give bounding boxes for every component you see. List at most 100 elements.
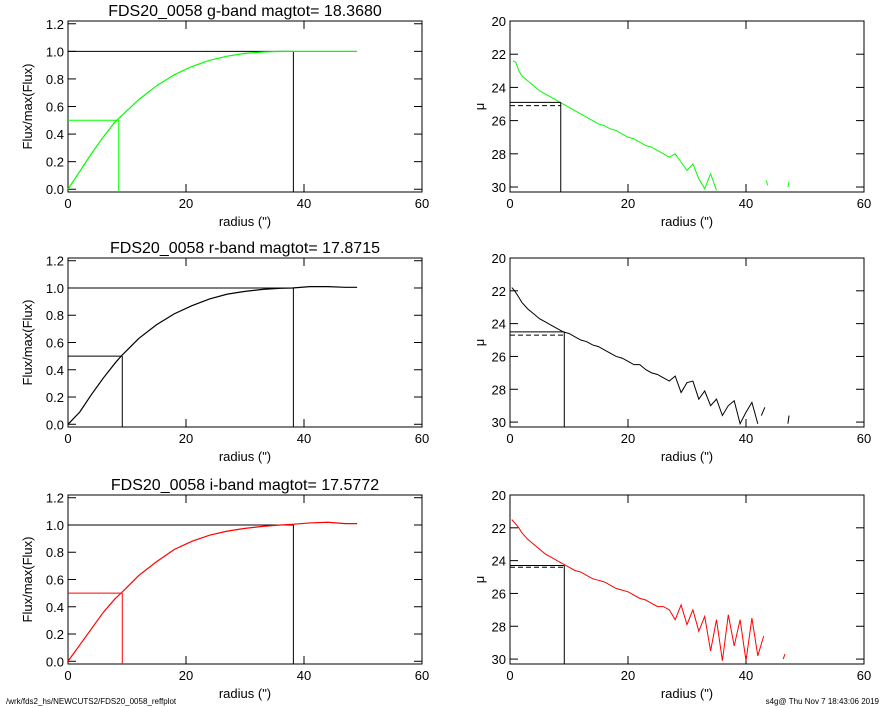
- surface-brightness-panel: [509, 20, 865, 193]
- profile-tail-segment: [765, 180, 769, 186]
- y-tick-label: 30: [492, 180, 506, 195]
- growth-curve-line: [67, 521, 358, 662]
- surface-brightness-panel: [509, 257, 865, 428]
- y-tick-label: 20: [492, 14, 506, 29]
- surface-brightness-profile: [512, 60, 717, 191]
- panel-title: FDS20_0058 i-band magtot= 17.5772: [111, 477, 379, 494]
- profile-tail-segment: [782, 653, 786, 660]
- y-tick-label: 0.6: [46, 336, 64, 351]
- y-tick-label: 0.2: [46, 627, 64, 642]
- timestamp-label: s4g@ Thu Nov 7 18:43:06 2019: [765, 697, 879, 706]
- profile-tail-segment: [760, 407, 766, 416]
- x-axis-label: radius ("): [219, 214, 271, 229]
- y-tick-label: 26: [492, 586, 506, 601]
- y-tick-label: 22: [492, 47, 506, 62]
- x-tick-label: 0: [506, 196, 513, 211]
- y-tick-label: 0.8: [46, 545, 64, 560]
- x-tick-label: 60: [415, 196, 429, 211]
- y-tick-label: 0.6: [46, 573, 64, 588]
- y-tick-label: 24: [492, 317, 506, 332]
- y-tick-label: 0.6: [46, 100, 64, 115]
- y-tick-label: 26: [492, 114, 506, 129]
- x-axis-label: radius ("): [661, 214, 713, 229]
- x-axis-label: radius ("): [661, 686, 713, 701]
- y-tick-label: 0.0: [46, 417, 64, 432]
- y-tick-label: 0.4: [46, 363, 64, 378]
- y-tick-label: 30: [492, 415, 506, 430]
- x-tick-label: 20: [179, 196, 193, 211]
- y-axis-label: μ: [472, 103, 487, 111]
- x-tick-label: 60: [415, 668, 429, 683]
- x-axis-label: radius ("): [661, 449, 713, 464]
- y-tick-label: 28: [492, 619, 506, 634]
- y-axis-label: Flux/max(Flux): [20, 64, 35, 150]
- x-tick-label: 0: [64, 431, 71, 446]
- x-tick-label: 0: [64, 196, 71, 211]
- x-tick-label: 0: [506, 431, 513, 446]
- growth-curve-line: [67, 286, 358, 425]
- file-path-label: /wrk/fds2_hs/NEWCUTS2/FDS20_0058_reffplo…: [6, 697, 177, 706]
- y-axis-label: μ: [472, 339, 487, 347]
- y-tick-label: 0.0: [46, 654, 64, 669]
- growth-curve-line: [67, 50, 358, 190]
- y-tick-label: 0.2: [46, 155, 64, 170]
- surface-brightness-profile: [511, 519, 765, 661]
- profile-tail-segment: [787, 181, 790, 188]
- y-tick-label: 1.0: [46, 518, 64, 533]
- panel-title: FDS20_0058 r-band magtot= 17.8715: [110, 240, 380, 257]
- x-tick-label: 60: [857, 431, 871, 446]
- y-tick-label: 1.2: [46, 491, 64, 506]
- x-tick-label: 40: [297, 668, 311, 683]
- y-tick-label: 22: [492, 284, 506, 299]
- profile-tail-segment: [787, 415, 790, 424]
- x-axis-label: radius ("): [219, 449, 271, 464]
- x-tick-label: 20: [179, 431, 193, 446]
- x-tick-label: 20: [179, 668, 193, 683]
- y-tick-label: 24: [492, 80, 506, 95]
- axes-frame: [67, 257, 423, 428]
- x-tick-label: 40: [297, 196, 311, 211]
- growth-curve-panel: [67, 494, 423, 665]
- y-axis-label: Flux/max(Flux): [20, 300, 35, 386]
- x-tick-label: 40: [297, 431, 311, 446]
- axes-frame: [67, 20, 423, 193]
- x-tick-label: 0: [64, 668, 71, 683]
- y-tick-label: 0.4: [46, 600, 64, 615]
- x-tick-label: 40: [739, 196, 753, 211]
- y-tick-label: 24: [492, 554, 506, 569]
- x-tick-label: 40: [739, 668, 753, 683]
- axes-frame: [67, 494, 423, 665]
- x-tick-label: 20: [621, 668, 635, 683]
- panel-title: FDS20_0058 g-band magtot= 18.3680: [108, 3, 382, 20]
- y-tick-label: 20: [492, 251, 506, 266]
- y-tick-label: 1.2: [46, 17, 64, 32]
- y-tick-label: 20: [492, 488, 506, 503]
- x-tick-label: 60: [857, 196, 871, 211]
- y-tick-label: 0.8: [46, 308, 64, 323]
- y-tick-label: 28: [492, 382, 506, 397]
- growth-curve-panel: [67, 257, 423, 428]
- surface-brightness-panel: [509, 494, 865, 665]
- x-tick-label: 60: [415, 431, 429, 446]
- x-tick-label: 20: [621, 196, 635, 211]
- y-tick-label: 28: [492, 147, 506, 162]
- y-tick-label: 26: [492, 349, 506, 364]
- y-tick-label: 0.8: [46, 72, 64, 87]
- axes-frame: [509, 20, 865, 193]
- y-tick-label: 1.0: [46, 281, 64, 296]
- x-tick-label: 20: [621, 431, 635, 446]
- y-tick-label: 0.2: [46, 390, 64, 405]
- y-axis-label: μ: [472, 576, 487, 584]
- x-axis-label: radius ("): [219, 686, 271, 701]
- x-tick-label: 40: [739, 431, 753, 446]
- y-tick-label: 22: [492, 521, 506, 536]
- y-tick-label: 1.0: [46, 44, 64, 59]
- x-tick-label: 0: [506, 668, 513, 683]
- y-axis-label: Flux/max(Flux): [20, 537, 35, 623]
- growth-curve-panel: [67, 20, 423, 193]
- axes-frame: [509, 257, 865, 428]
- y-tick-label: 30: [492, 652, 506, 667]
- surface-brightness-profile: [511, 287, 759, 426]
- y-tick-label: 0.0: [46, 182, 64, 197]
